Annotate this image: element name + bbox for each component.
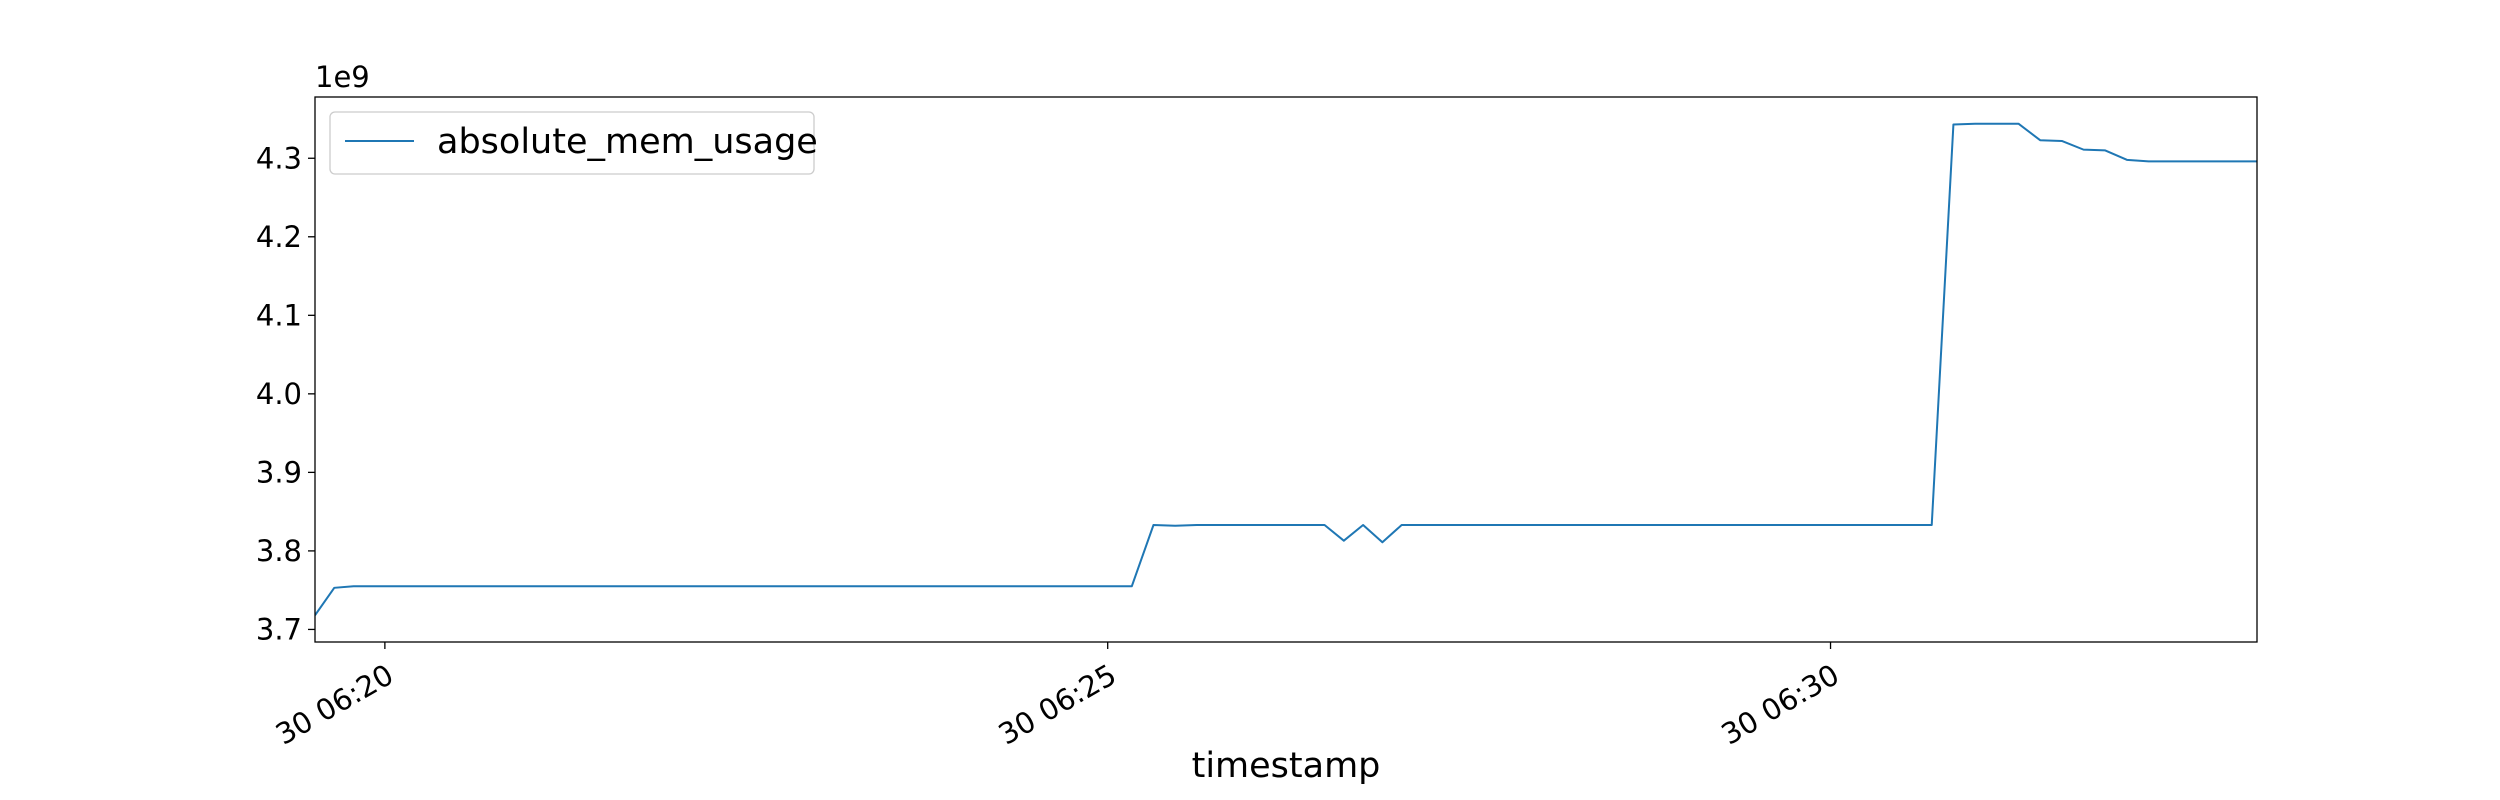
series-layer — [315, 122, 2257, 616]
plot-frame — [314, 96, 2258, 643]
x-axis-title: timestamp — [1192, 746, 1381, 786]
legend-label: absolute_mem_usage — [437, 122, 818, 162]
y-tick-label: 4.3 — [256, 141, 302, 175]
y-tick-label: 4.0 — [256, 377, 302, 411]
y-tick-label: 4.1 — [256, 298, 302, 332]
legend-box — [329, 111, 815, 175]
series-line — [315, 122, 2257, 616]
y-tick-label: 4.2 — [256, 220, 302, 254]
y-axis: 3.7 3.8 3.9 4.0 4.1 4.2 4.3 — [256, 141, 315, 646]
y-tick-label: 3.7 — [256, 612, 302, 646]
legend: absolute_mem_usage — [329, 111, 818, 175]
y-offset-label: 1e9 — [315, 60, 370, 94]
y-tick-label: 3.8 — [256, 534, 302, 568]
y-tick-label: 3.9 — [256, 455, 302, 489]
